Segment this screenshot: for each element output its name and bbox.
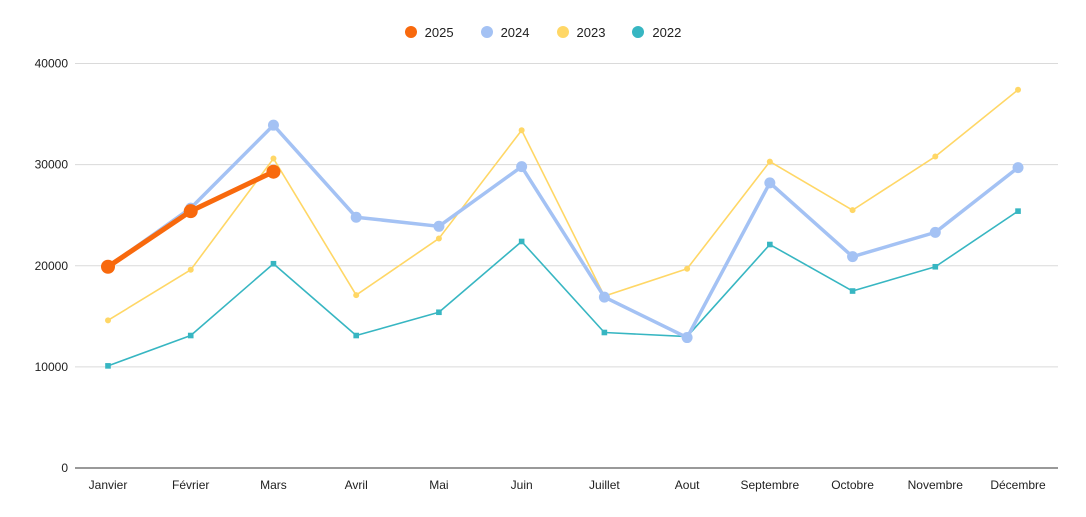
y-axis-tick-label: 20000 xyxy=(35,259,69,273)
data-point-2025 xyxy=(101,259,115,274)
data-point-2025 xyxy=(266,164,281,179)
data-point-2023 xyxy=(684,265,691,272)
data-point-2022 xyxy=(1015,208,1021,214)
legend-label: 2024 xyxy=(500,24,530,40)
legend-item-2025[interactable]: 2025 xyxy=(404,24,454,40)
data-point-2023 xyxy=(1015,86,1022,93)
data-point-2023 xyxy=(518,127,525,134)
data-point-2024 xyxy=(1012,162,1024,174)
legend-label: 2023 xyxy=(576,24,606,40)
series-line-2022 xyxy=(107,210,1019,367)
series-line-2024 xyxy=(106,123,1020,340)
legend-swatch-icon xyxy=(480,26,493,38)
x-axis-label: Juin xyxy=(511,478,533,492)
chart-legend: 2025 2024 2023 2022 xyxy=(0,23,1086,41)
data-point-2025 xyxy=(183,204,198,219)
data-point-2024 xyxy=(433,220,445,232)
data-point-2023 xyxy=(766,158,773,165)
data-point-2023 xyxy=(187,266,194,273)
data-point-2022 xyxy=(518,238,525,245)
data-point-2022 xyxy=(187,332,194,339)
data-point-2022 xyxy=(105,363,111,369)
data-point-2024 xyxy=(764,177,776,189)
y-axis-tick-label: 0 xyxy=(61,461,68,475)
series-line-2025 xyxy=(105,169,276,270)
legend-item-2024[interactable]: 2024 xyxy=(480,24,530,40)
x-axis-label: Juillet xyxy=(589,478,620,492)
data-point-2024 xyxy=(350,211,362,223)
legend-item-2023[interactable]: 2023 xyxy=(556,24,606,40)
data-point-2023 xyxy=(105,317,111,324)
data-point-2024 xyxy=(847,251,859,263)
x-axis-label: Janvier xyxy=(89,478,128,492)
data-point-2023 xyxy=(932,153,939,160)
series-line-2023 xyxy=(107,88,1019,322)
y-axis-tick-label: 30000 xyxy=(35,158,69,172)
data-point-2022 xyxy=(601,329,608,336)
y-axis-tick-label: 40000 xyxy=(35,57,69,71)
legend-swatch-icon xyxy=(632,26,645,38)
data-point-2023 xyxy=(270,155,277,162)
x-axis-label: Octobre xyxy=(831,478,874,492)
data-point-2023 xyxy=(849,207,856,214)
x-axis-label: Novembre xyxy=(908,478,964,492)
legend-item-2022[interactable]: 2022 xyxy=(632,26,681,39)
data-point-2022 xyxy=(767,241,773,248)
x-axis-label: Décembre xyxy=(990,478,1046,492)
data-point-2023 xyxy=(435,235,442,242)
data-point-2024 xyxy=(516,161,528,173)
legend-label: 2022 xyxy=(652,24,682,40)
y-axis-tick-label: 10000 xyxy=(35,360,69,374)
data-point-2023 xyxy=(353,292,360,299)
data-point-2022 xyxy=(932,263,939,270)
x-axis-label: Aout xyxy=(675,478,700,492)
x-axis-label: Mai xyxy=(429,478,448,492)
data-point-2024 xyxy=(681,332,693,344)
data-point-2024 xyxy=(598,291,610,303)
data-point-2022 xyxy=(270,260,277,267)
legend-swatch-icon xyxy=(556,26,569,38)
x-axis-label: Février xyxy=(172,478,209,492)
x-axis-label: Mars xyxy=(260,478,287,492)
data-point-2022 xyxy=(353,332,359,339)
x-axis-label: Avril xyxy=(345,478,368,492)
legend-swatch-icon xyxy=(404,26,417,38)
data-point-2024 xyxy=(929,226,941,238)
x-axis-label: Septembre xyxy=(740,478,799,492)
data-point-2022 xyxy=(849,288,856,294)
data-point-2022 xyxy=(436,309,442,316)
data-point-2024 xyxy=(267,119,279,131)
legend-label: 2025 xyxy=(424,24,454,40)
